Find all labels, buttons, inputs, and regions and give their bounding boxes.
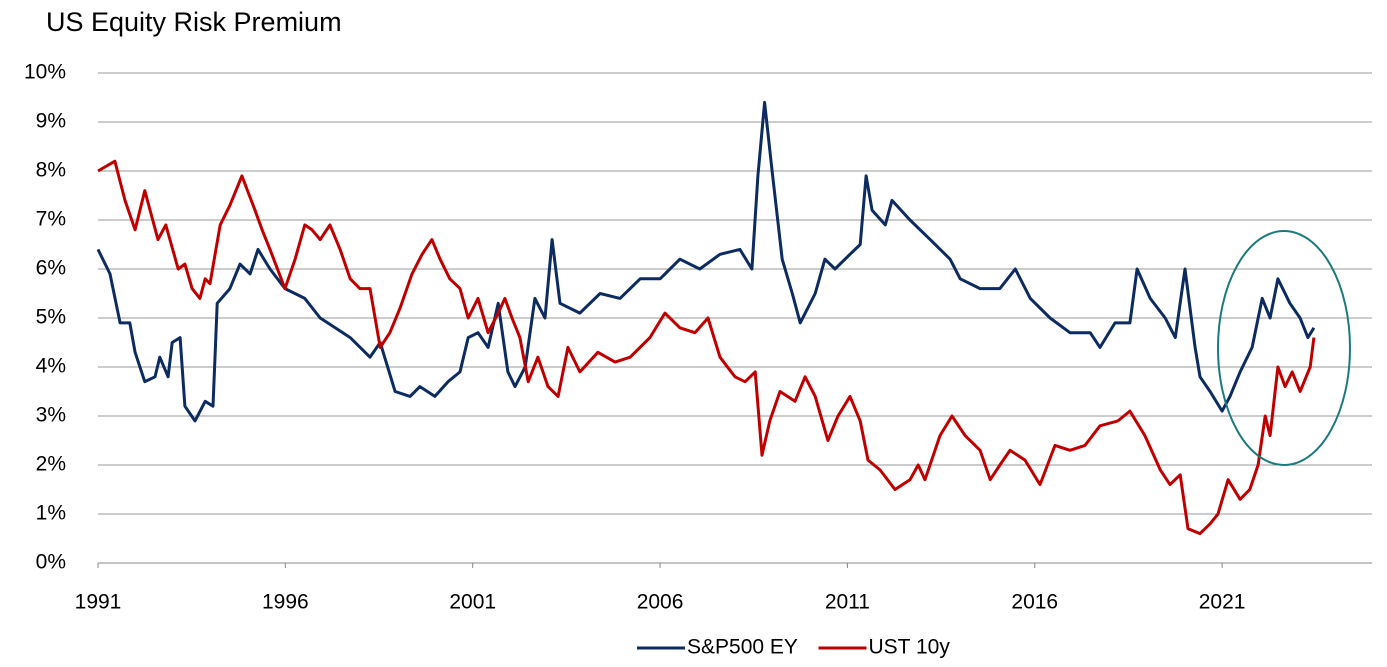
- legend-label: S&P500 EY: [687, 636, 798, 659]
- y-tick-label: 6%: [36, 257, 66, 280]
- y-tick-label: 10%: [24, 61, 66, 84]
- y-tick-label: 9%: [36, 110, 66, 133]
- y-tick-label: 7%: [36, 208, 66, 231]
- lines: [96, 100, 1316, 536]
- legend: S&P500 EY UST 10y: [637, 636, 950, 659]
- x-tick-label: 2001: [449, 591, 496, 614]
- x-tick-label: 2016: [1011, 591, 1058, 614]
- x-tick-label: 1991: [75, 591, 122, 614]
- x-tick-label: 1996: [262, 591, 309, 614]
- y-tick-label: 4%: [36, 355, 66, 378]
- y-tick-label: 1%: [36, 502, 66, 525]
- y-tick-label: 0%: [36, 551, 66, 574]
- x-tick-label: 2021: [1199, 591, 1246, 614]
- highlight-ellipse: [1217, 230, 1351, 466]
- y-tick-label: 2%: [36, 453, 66, 476]
- series-line: [96, 100, 1316, 423]
- y-tick-label: 8%: [36, 159, 66, 182]
- y-tick-label: 3%: [36, 404, 66, 427]
- axes: 0% 1% 2% 3% 4% 5% 6% 7% 8% 9% 10% 1991 1996 2001 2006 2…: [24, 61, 1246, 614]
- grid: [98, 72, 1372, 564]
- legend-label: UST 10y: [869, 636, 951, 659]
- y-tick-label: 5%: [36, 306, 66, 329]
- chart-title: US Equity Risk Premium: [46, 7, 342, 37]
- x-tick-label: 2006: [637, 591, 684, 614]
- series-line: [97, 159, 1316, 536]
- x-tick-label: 2011: [825, 591, 870, 614]
